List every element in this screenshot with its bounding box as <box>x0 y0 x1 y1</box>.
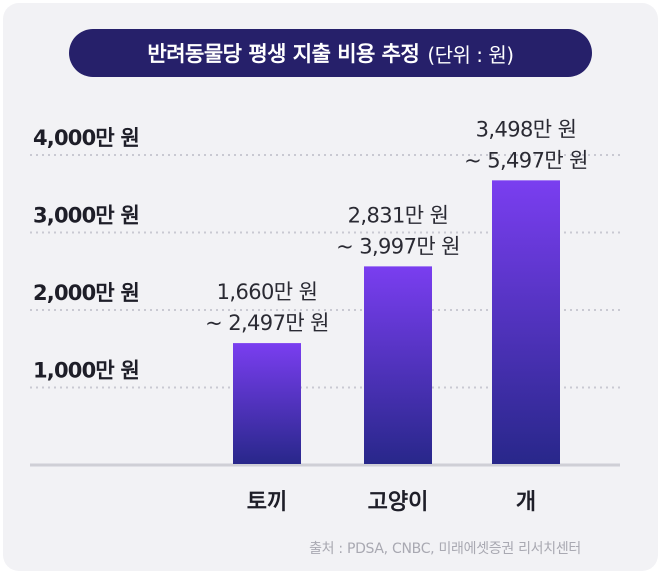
bar <box>233 343 301 464</box>
y-tick-label: 4,000만 원 <box>33 126 139 150</box>
unit-label: (단위 : 원) <box>427 42 514 67</box>
range-label: ~ 5,497만 원 <box>464 148 588 172</box>
category-label: 고양이 <box>368 490 429 515</box>
bar <box>364 266 432 464</box>
y-tick-label: 2,000만 원 <box>33 281 139 305</box>
title-banner: 반려동물당 평생 지출 비용 추정 (단위 : 원) <box>69 29 592 77</box>
bar <box>492 180 560 464</box>
range-label: 3,498만 원 <box>476 117 577 141</box>
y-tick-label: 1,000만 원 <box>33 359 139 383</box>
range-label: ~ 2,497만 원 <box>205 311 329 335</box>
category-label: 개 <box>516 490 536 515</box>
y-tick-label: 3,000만 원 <box>33 204 139 228</box>
range-label: ~ 3,997만 원 <box>336 234 460 258</box>
source-note: 출처 : PDSA, CNBC, 미래에셋증권 리서치센터 <box>309 541 581 557</box>
range-label: 1,660만 원 <box>217 280 318 304</box>
range-label: 2,831만 원 <box>348 203 449 227</box>
category-label: 토끼 <box>247 490 287 515</box>
chart-title: 반려동물당 평생 지출 비용 추정 <box>147 42 420 66</box>
